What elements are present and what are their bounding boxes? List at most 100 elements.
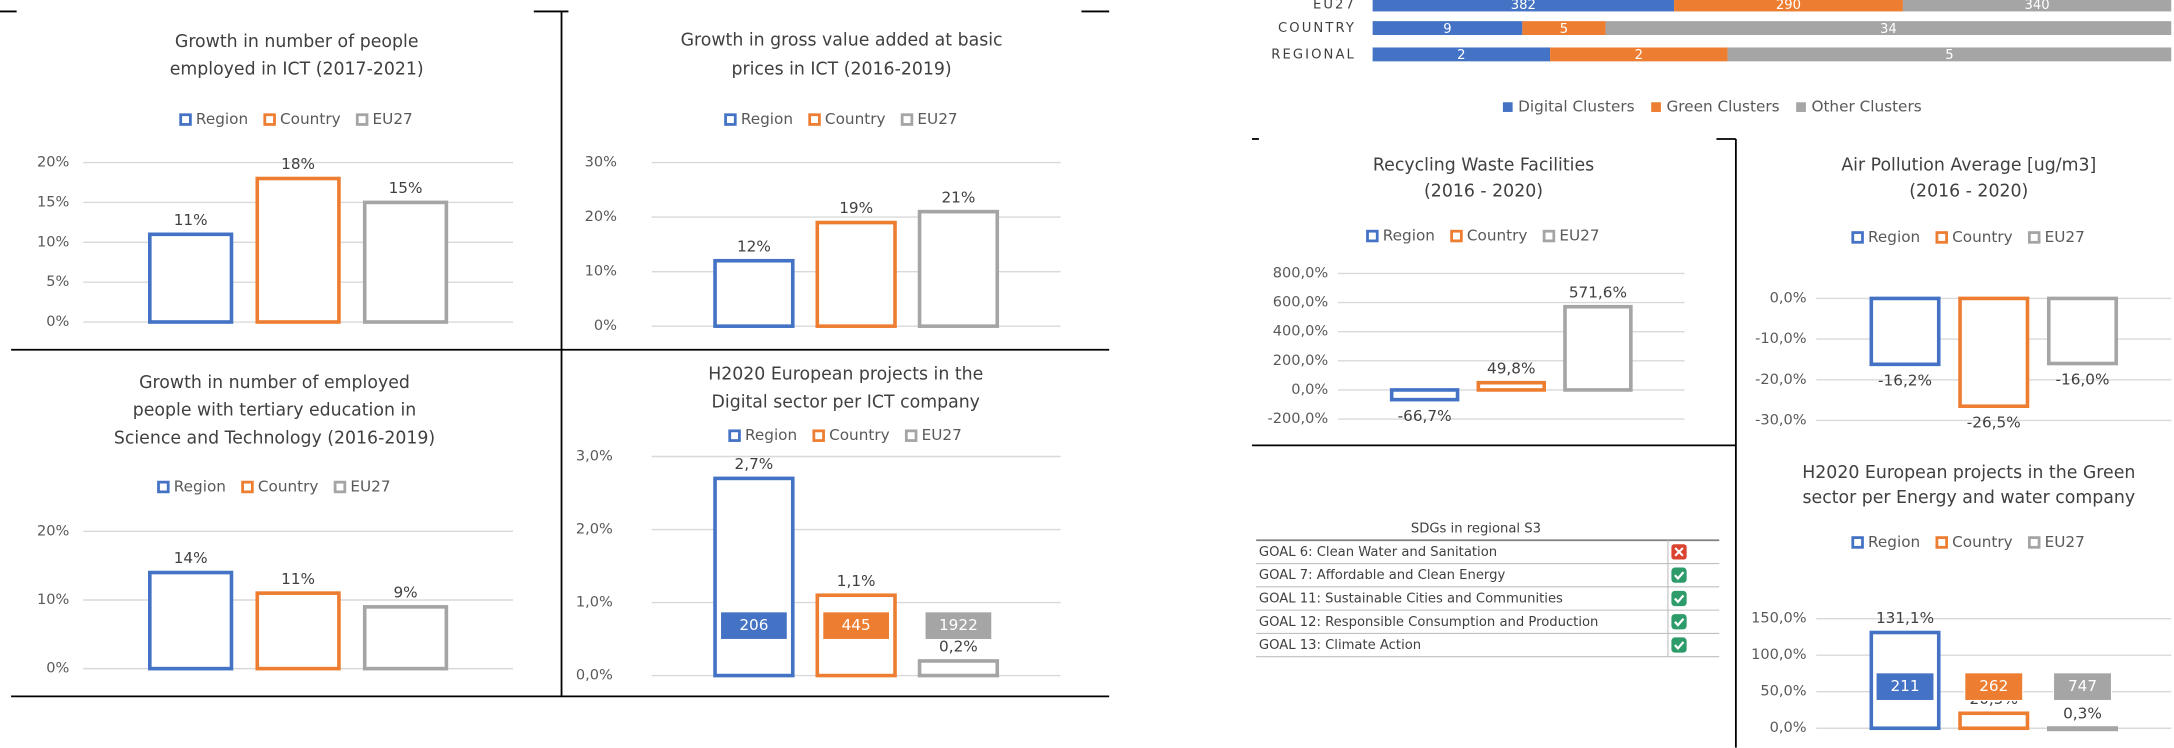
y-tick-label: 15%	[37, 193, 70, 210]
legend-label: EU27	[1559, 227, 1599, 245]
legend-label: Country	[280, 110, 341, 128]
chart-title: (2016 - 2020)	[1424, 182, 1543, 202]
bar	[1869, 296, 1941, 367]
value-label: 12%	[737, 237, 771, 255]
value-label: -26,5%	[1967, 413, 2021, 431]
dividers	[0, 10, 1737, 748]
bar	[1476, 380, 1546, 392]
bar	[2046, 726, 2119, 732]
legend-icon	[808, 113, 821, 126]
count-box	[719, 611, 788, 641]
y-tick-label: 20%	[37, 522, 70, 539]
legend-icon	[724, 113, 737, 126]
legend-label: Other Clusters	[1811, 98, 1921, 116]
chart-title: Growth in number of people	[175, 32, 419, 52]
legend-label: Region	[1383, 227, 1435, 245]
y-tick-label: 5%	[46, 273, 69, 290]
chart-title: Recycling Waste Facilities	[1373, 155, 1594, 175]
y-tick-label: 0%	[46, 660, 69, 677]
status-check	[1674, 594, 1685, 604]
count-box	[1964, 672, 2024, 702]
value-label: 15%	[389, 179, 423, 197]
bar	[1958, 711, 2030, 731]
legend: Region Country EU27	[1366, 227, 1600, 245]
bar	[2046, 296, 2119, 366]
legend-icon	[1796, 102, 1806, 112]
y-tick-label: 3,0%	[576, 447, 613, 464]
y-tick-label: 10%	[585, 263, 618, 280]
count-label: 262	[1979, 677, 2008, 695]
category-label: COUNTRY	[1278, 21, 1356, 36]
legend-label: Country	[1952, 533, 2013, 551]
legend-label: Country	[1467, 227, 1528, 245]
legend-icon	[355, 113, 369, 126]
legend-label: Country	[258, 477, 319, 495]
value-label: 571,6%	[1569, 283, 1627, 301]
value-label: 11%	[174, 211, 208, 229]
value-label: 2,7%	[735, 455, 774, 473]
legend-icon	[1851, 536, 1864, 549]
y-tick-label: 0,0%	[1291, 381, 1328, 398]
chart-title: Air Pollution Average [ug/m3]	[1841, 155, 2096, 175]
legend-icon	[1450, 229, 1463, 243]
goal-label: GOAL 12: Responsible Consumption and Pro…	[1259, 615, 1598, 630]
legend-label: Region	[745, 426, 797, 444]
legend: Region Country EU27	[157, 477, 391, 495]
legend-label: EU27	[2045, 533, 2085, 551]
legend-icon	[1851, 231, 1864, 244]
bar	[815, 220, 897, 328]
bar-segment	[1605, 21, 2172, 36]
legend-icon	[1935, 536, 1948, 549]
legend-label: EU27	[2045, 228, 2085, 246]
segment-label: 290	[1776, 0, 1801, 13]
bar-segment	[1674, 0, 1903, 12]
legend: Region Country EU27	[179, 110, 413, 128]
legend-icon	[1935, 231, 1948, 244]
y-tick-label: 0,0%	[576, 667, 613, 684]
bar-segment	[1522, 21, 1606, 36]
y-tick-label: 2,0%	[576, 521, 613, 538]
status-check	[1674, 641, 1685, 651]
bar	[255, 176, 341, 324]
bar	[917, 209, 1000, 328]
segment-label: 34	[1880, 22, 1897, 37]
chart-title: sector per Energy and water company	[1803, 488, 2136, 508]
legend: Region Country EU27	[724, 110, 958, 128]
count-box	[924, 611, 993, 641]
value-label: 0,2%	[939, 638, 978, 656]
legend-label: EU27	[373, 110, 413, 128]
chart-title: (2016 - 2020)	[1909, 182, 2028, 202]
bar	[255, 591, 341, 671]
segment-label: 2	[1635, 48, 1643, 63]
bar-segment	[1372, 21, 1523, 36]
y-tick-label: 10%	[37, 591, 70, 608]
y-tick-label: 400,0%	[1273, 323, 1329, 340]
legend-label: Country	[829, 426, 890, 444]
y-tick-label: 600,0%	[1273, 294, 1329, 311]
legend-icon	[900, 113, 914, 126]
value-label: 9%	[393, 583, 417, 601]
legend-icon	[812, 429, 825, 442]
legend-icon	[728, 429, 741, 442]
legend-icon	[1502, 102, 1513, 112]
legend: Region Country EU27	[728, 426, 962, 444]
count-label: 211	[1890, 677, 1919, 695]
y-tick-label: 150,0%	[1751, 610, 1807, 627]
chart-title: people with tertiary education in	[133, 401, 417, 421]
count-box	[822, 611, 891, 641]
y-tick-label: 800,0%	[1273, 264, 1329, 281]
bar	[362, 605, 449, 671]
value-label: 49,8%	[1487, 359, 1535, 377]
value-label: 0,3%	[2063, 705, 2102, 723]
chart-title: prices in ICT (2016-2019)	[731, 60, 951, 80]
bar	[917, 659, 1000, 678]
chart-title: Growth in number of employed	[139, 373, 410, 393]
value-label: 14%	[174, 549, 208, 567]
goal-label: GOAL 7: Affordable and Clean Energy	[1259, 568, 1506, 583]
bar-segment	[1727, 47, 2172, 62]
value-label: 19%	[839, 199, 873, 217]
legend-label: EU27	[917, 110, 957, 128]
legend-icon	[1651, 102, 1661, 112]
status-icon	[1671, 637, 1687, 653]
